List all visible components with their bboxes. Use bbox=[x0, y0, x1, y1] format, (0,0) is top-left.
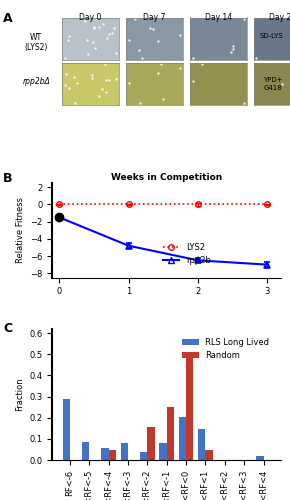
Point bbox=[63, 80, 67, 88]
Bar bbox=[109, 450, 116, 460]
Y-axis label: Relative Fitness: Relative Fitness bbox=[16, 197, 25, 263]
Point bbox=[114, 49, 119, 57]
Point bbox=[190, 77, 195, 85]
Bar bbox=[147, 427, 155, 460]
Point bbox=[93, 44, 97, 52]
Point bbox=[90, 74, 95, 82]
Point bbox=[133, 16, 138, 24]
Bar bbox=[167, 406, 174, 460]
Point bbox=[97, 24, 101, 32]
Point bbox=[66, 32, 71, 40]
Bar bbox=[121, 442, 128, 460]
Point bbox=[112, 24, 117, 32]
Bar bbox=[140, 452, 147, 460]
Point bbox=[242, 99, 246, 107]
Point bbox=[105, 34, 109, 42]
Text: rpp2bΔ: rpp2bΔ bbox=[22, 78, 50, 86]
Point bbox=[231, 42, 235, 50]
Point bbox=[242, 16, 246, 24]
Bar bbox=[205, 450, 213, 460]
Point bbox=[91, 22, 96, 30]
Legend: RLS Long Lived, Random: RLS Long Lived, Random bbox=[179, 334, 273, 363]
Point bbox=[148, 24, 153, 32]
Bar bbox=[101, 448, 109, 460]
Point bbox=[156, 69, 160, 77]
Point bbox=[72, 72, 76, 80]
Point bbox=[190, 54, 195, 62]
Point bbox=[99, 84, 104, 92]
Point bbox=[178, 64, 182, 72]
Point bbox=[64, 70, 68, 78]
Point bbox=[156, 38, 161, 46]
Bar bbox=[63, 398, 70, 460]
Point bbox=[280, 80, 284, 88]
Text: WT
(LYS2): WT (LYS2) bbox=[25, 32, 48, 52]
Point bbox=[138, 99, 143, 107]
Point bbox=[103, 60, 108, 68]
Point bbox=[73, 99, 78, 107]
Bar bbox=[179, 416, 186, 460]
Text: Day 21: Day 21 bbox=[269, 12, 290, 22]
Y-axis label: Fraction: Fraction bbox=[15, 378, 24, 412]
Point bbox=[91, 24, 96, 32]
Point bbox=[254, 54, 259, 62]
Legend: LYS2, rpp2b: LYS2, rpp2b bbox=[160, 240, 214, 268]
Text: A: A bbox=[3, 12, 12, 26]
Point bbox=[229, 48, 233, 56]
Bar bbox=[256, 456, 264, 460]
Text: C: C bbox=[3, 322, 12, 336]
Point bbox=[230, 45, 235, 53]
Point bbox=[159, 60, 163, 68]
Text: Day 0: Day 0 bbox=[79, 12, 102, 22]
Point bbox=[82, 17, 87, 25]
Point bbox=[90, 38, 95, 46]
Point bbox=[85, 36, 89, 44]
Point bbox=[160, 95, 165, 103]
Point bbox=[94, 16, 99, 24]
Point bbox=[200, 60, 204, 68]
Text: Day 14: Day 14 bbox=[205, 12, 232, 22]
Point bbox=[151, 25, 156, 33]
Point bbox=[67, 84, 72, 92]
Text: YPD+
G418: YPD+ G418 bbox=[263, 78, 283, 90]
Text: B: B bbox=[3, 172, 12, 186]
Point bbox=[65, 36, 70, 44]
Title: Weeks in Competition: Weeks in Competition bbox=[111, 173, 222, 182]
Point bbox=[104, 88, 108, 96]
Point bbox=[178, 31, 182, 39]
Text: Day 7: Day 7 bbox=[143, 12, 166, 22]
Bar bbox=[160, 442, 167, 460]
Point bbox=[140, 54, 144, 62]
Point bbox=[110, 29, 115, 37]
Text: SD-LYS: SD-LYS bbox=[259, 32, 283, 38]
Point bbox=[137, 46, 142, 54]
Point bbox=[107, 30, 112, 38]
Point bbox=[97, 92, 101, 100]
Point bbox=[104, 76, 109, 84]
Point bbox=[106, 76, 111, 84]
Point bbox=[75, 79, 79, 87]
Point bbox=[126, 36, 131, 44]
Point bbox=[114, 76, 119, 84]
Point bbox=[63, 54, 67, 62]
Point bbox=[126, 80, 131, 88]
Bar bbox=[198, 430, 205, 460]
Bar bbox=[186, 355, 193, 460]
Bar bbox=[82, 442, 89, 460]
Point bbox=[85, 50, 90, 58]
Point bbox=[89, 70, 94, 78]
Point bbox=[100, 20, 105, 28]
